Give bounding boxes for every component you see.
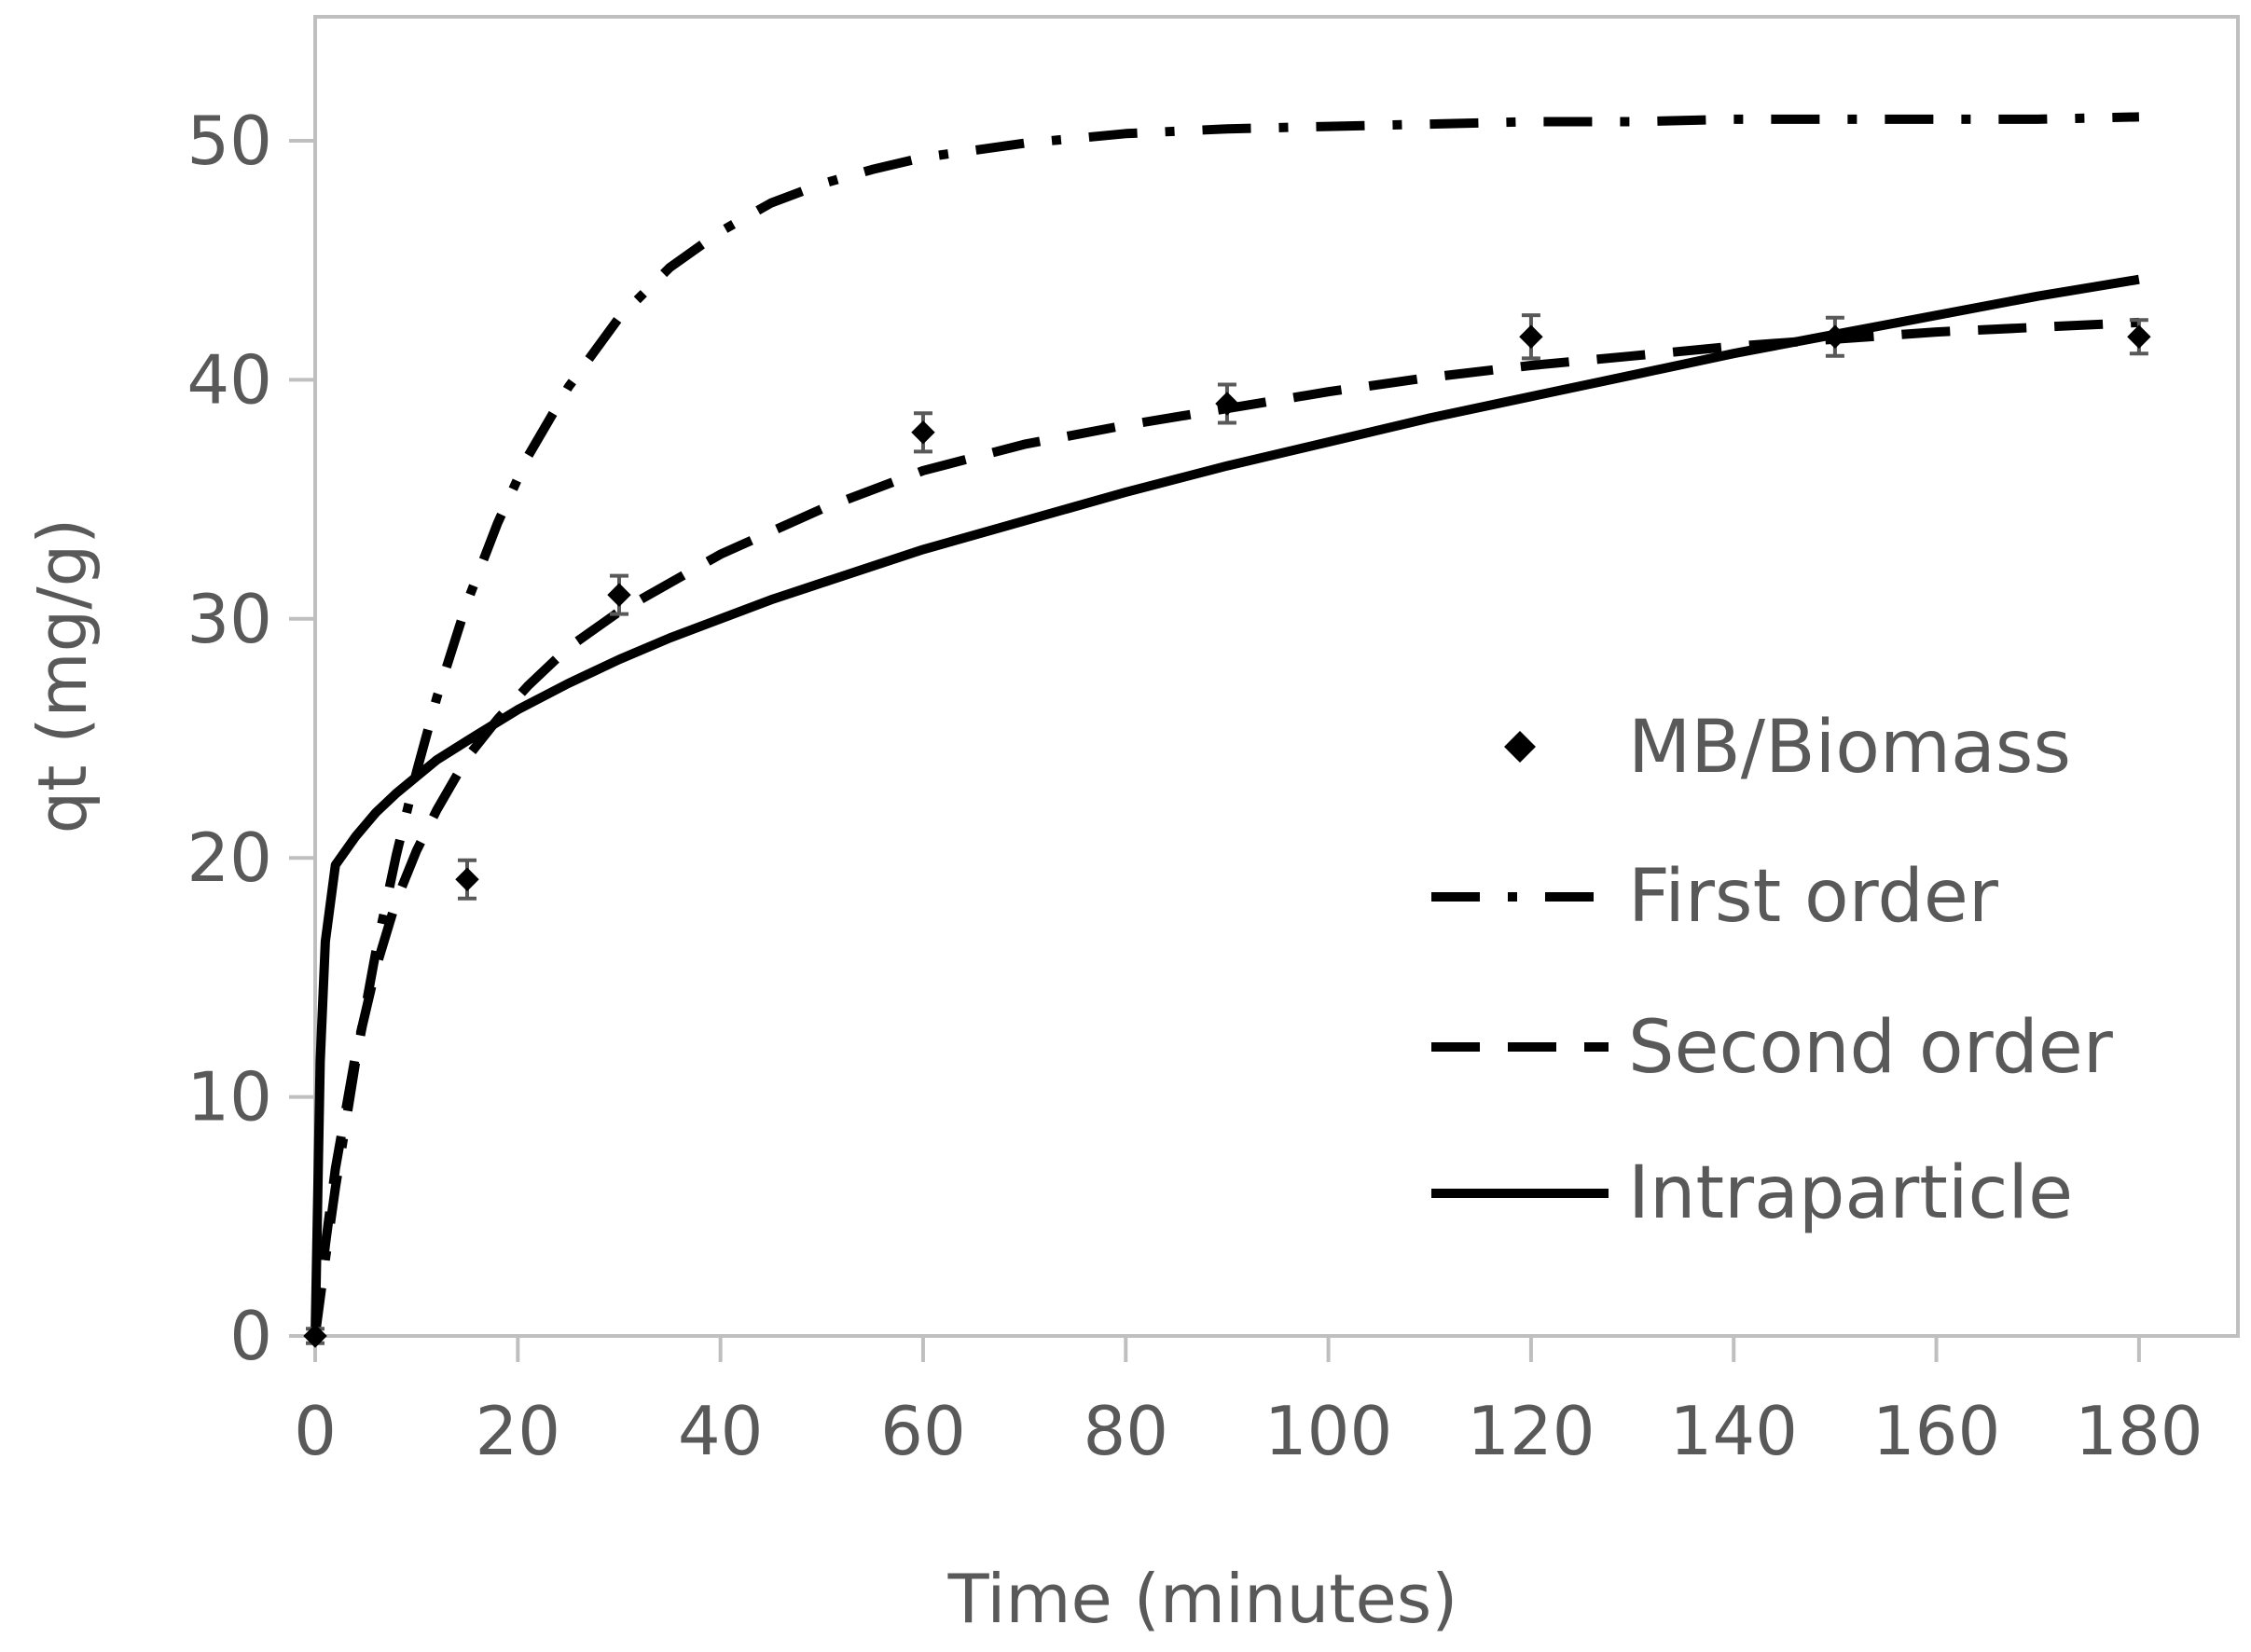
data-point-group — [455, 858, 479, 901]
data-point-group — [911, 411, 935, 454]
data-point-marker — [911, 420, 935, 445]
x-tick-label-180: 180 — [2075, 1392, 2203, 1470]
y-tick-label-40: 40 — [186, 340, 272, 419]
x-tick-label-20: 20 — [476, 1392, 561, 1470]
legend-marker-mb-biomass — [1504, 731, 1536, 763]
data-point-group — [1215, 382, 1239, 425]
axis-ticks: 0 20 40 60 80 100 120 140 160 180 0 10 20 30 40 50 — [186, 102, 2203, 1470]
legend-label-intraparticle: Intraparticle — [1628, 1151, 2073, 1235]
y-tick-label-50: 50 — [186, 102, 272, 180]
plot-area-frame — [313, 15, 2240, 1338]
x-tick-label-60: 60 — [880, 1392, 966, 1470]
data-point-marker — [1519, 324, 1543, 349]
legend: MB/Biomass First order Second order Intr… — [1431, 706, 2114, 1235]
legend-entry-mb-biomass: MB/Biomass — [1504, 706, 2071, 790]
data-point-group — [607, 573, 631, 616]
x-tick-label-160: 160 — [1872, 1392, 2000, 1470]
y-tick-label-10: 10 — [186, 1058, 272, 1136]
data-point-group — [2127, 318, 2151, 356]
series-layer — [311, 112, 2140, 1337]
series-line-intraparticle — [311, 274, 2140, 1337]
legend-entry-second-order: Second order — [1431, 1006, 2114, 1090]
legend-label-first-order: First order — [1628, 855, 1999, 939]
x-tick-label-0: 0 — [294, 1392, 337, 1470]
data-point-marker — [2127, 324, 2151, 349]
data-point-group — [1519, 313, 1543, 361]
x-axis-title: Time (minutes) — [947, 1560, 1458, 1638]
legend-label-mb-biomass: MB/Biomass — [1628, 706, 2071, 790]
data-point-group — [1823, 315, 1847, 358]
x-tick-label-100: 100 — [1264, 1392, 1392, 1470]
legend-entry-intraparticle: Intraparticle — [1431, 1151, 2073, 1235]
data-point-marker — [607, 583, 631, 607]
y-tick-label-0: 0 — [229, 1297, 272, 1375]
series-line-second-order — [311, 317, 2140, 1337]
x-tick-label-80: 80 — [1083, 1392, 1168, 1470]
y-tick-label-20: 20 — [186, 819, 272, 897]
x-tick-label-120: 120 — [1467, 1392, 1595, 1470]
legend-entry-first-order: First order — [1431, 855, 1999, 939]
data-point-group — [303, 1324, 327, 1348]
series-line-first-order — [311, 112, 2140, 1337]
y-axis-title: qt (mg/g) — [23, 518, 102, 834]
x-tick-label-40: 40 — [678, 1392, 764, 1470]
y-tick-label-30: 30 — [186, 580, 272, 658]
data-point-marker — [455, 867, 479, 892]
legend-label-second-order: Second order — [1628, 1006, 2114, 1090]
x-tick-label-140: 140 — [1670, 1392, 1798, 1470]
